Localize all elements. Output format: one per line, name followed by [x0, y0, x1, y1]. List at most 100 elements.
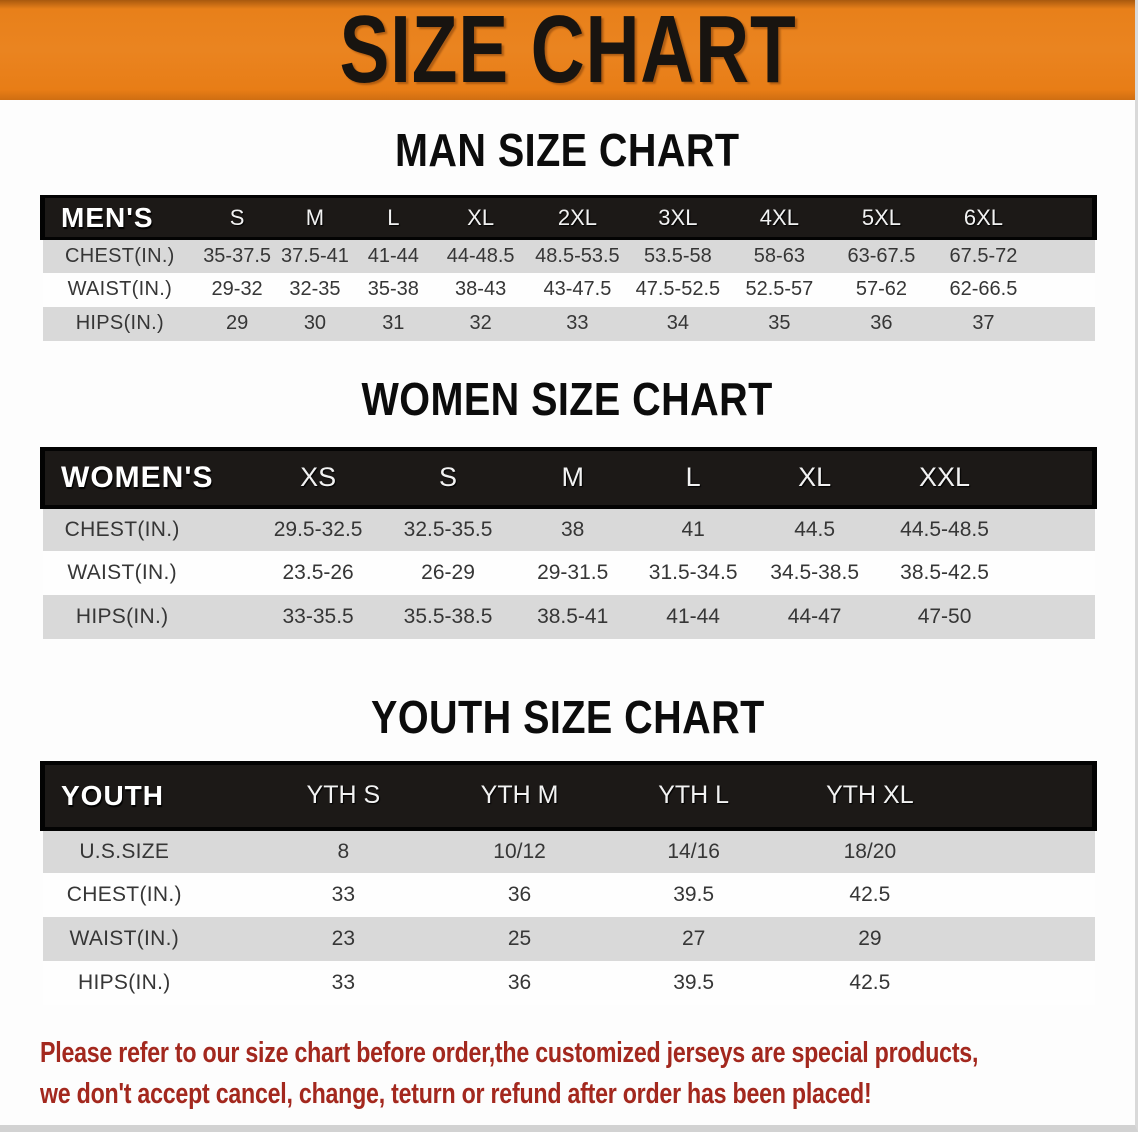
women-corner-label: WOMEN'S [39, 446, 252, 509]
spacer-cell [1034, 195, 1098, 240]
row-label: WAIST(IN.) [67, 278, 173, 300]
women-column-header: XXL [876, 446, 1013, 509]
size-value: 43-47.5 [543, 278, 612, 300]
row-label: CHEST(IN.) [66, 882, 182, 906]
size-value: 48.5-53.5 [535, 244, 620, 267]
size-value: 67.5-72 [949, 244, 1018, 267]
size-value: 36 [507, 970, 532, 994]
spacer-cell [1012, 446, 1098, 509]
size-value: 30 [303, 312, 327, 334]
women-table-header-row: WOMEN'S XS S M L XL XXL [39, 446, 1098, 509]
size-value: 39.5 [673, 970, 715, 994]
spacer-cell [961, 961, 1095, 1005]
size-value: 23 [331, 926, 356, 950]
size-value: 35 [768, 312, 791, 334]
youth-section-title-text: YOUTH SIZE CHART [370, 690, 765, 743]
row-label: HIPS(IN.) [78, 970, 171, 994]
men-column-header: S [197, 195, 278, 240]
size-value: 37 [972, 312, 995, 334]
size-value: 33 [331, 970, 356, 994]
spacer-cell [961, 829, 1095, 873]
youth-hips-row: HIPS(IN.) 33 36 39.5 42.5 [42, 960, 1095, 1005]
women-column-header: XL [752, 446, 877, 509]
spacer-cell [1034, 307, 1094, 341]
size-value: 29 [858, 926, 882, 950]
row-label: CHEST(IN.) [64, 517, 180, 541]
men-waist-row: WAIST(IN.) 29-32 32-35 35-38 38-43 43-47… [42, 272, 1095, 307]
size-value: 8 [337, 839, 350, 863]
size-value: 57-62 [855, 278, 907, 300]
youth-column-header: YTH S [256, 760, 431, 831]
size-value: 53.5-58 [643, 244, 712, 267]
size-value: 31.5-34.5 [648, 560, 738, 584]
youth-chest-row: CHEST(IN.) 33 36 39.5 42.5 [42, 872, 1095, 917]
row-label: U.S.SIZE [79, 839, 170, 863]
men-section-title: MAN SIZE CHART [0, 127, 1135, 173]
men-column-header: 6XL [932, 195, 1035, 240]
youth-corner-label: YOUTH [40, 760, 257, 831]
men-corner-label: MEN'S [40, 195, 198, 240]
youth-ussize-row: U.S.SIZE 8 10/12 14/16 18/20 [42, 828, 1095, 873]
size-value: 63-67.5 [847, 244, 916, 267]
youth-table-header-row: YOUTH YTH S YTH M YTH L YTH XL [40, 760, 1097, 831]
size-value: 35-38 [367, 278, 419, 300]
size-value: 41-44 [666, 604, 720, 628]
men-section-title-text: MAN SIZE CHART [395, 124, 740, 176]
size-value: 35.5-38.5 [403, 604, 493, 628]
spacer-cell [961, 917, 1095, 961]
men-hips-row: HIPS(IN.) 29 30 31 32 33 34 35 36 37 [42, 306, 1095, 341]
row-label: CHEST(IN.) [64, 244, 175, 267]
youth-size-table: YOUTH YTH S YTH M YTH L YTH XL U.S.SIZE … [40, 760, 1097, 1005]
banner: SIZE CHART [0, 0, 1135, 100]
size-value: 42.5 [849, 970, 891, 994]
women-column-header: S [384, 446, 512, 509]
size-value: 47-50 [917, 604, 972, 628]
size-value: 62-66.5 [949, 278, 1018, 300]
men-column-header: 5XL [830, 195, 933, 240]
size-value: 32 [469, 312, 492, 334]
men-column-header: 2XL [527, 195, 628, 240]
row-label: HIPS(IN.) [75, 604, 169, 628]
spacer-cell [1012, 595, 1094, 639]
size-value: 38-43 [455, 278, 507, 300]
size-value: 44-48.5 [446, 244, 515, 267]
size-value: 31 [382, 312, 405, 334]
banner-title: SIZE CHART [338, 0, 797, 103]
size-value: 29.5-32.5 [273, 517, 363, 541]
size-value: 38 [561, 517, 585, 541]
size-value: 36 [507, 882, 532, 906]
size-value: 41 [681, 517, 705, 541]
size-value: 42.5 [849, 882, 891, 906]
size-value: 35-37.5 [203, 244, 272, 267]
size-value: 27 [681, 926, 706, 950]
men-column-header: M [277, 195, 353, 240]
size-value: 25 [507, 926, 532, 950]
youth-column-header: YTH XL [778, 760, 961, 831]
spacer-cell [960, 760, 1097, 831]
spacer-cell [1034, 273, 1094, 307]
disclaimer-line-1: Please refer to our size chart before or… [40, 1036, 979, 1069]
row-label: HIPS(IN.) [75, 312, 164, 334]
size-value: 38.5-42.5 [900, 560, 989, 584]
men-column-header: XL [433, 195, 528, 240]
disclaimer-line-2: we don't accept cancel, change, teturn o… [40, 1077, 872, 1110]
size-value: 44.5-48.5 [900, 517, 989, 541]
size-value: 29-31.5 [537, 560, 609, 584]
size-value: 58-63 [753, 244, 805, 267]
spacer-cell [961, 873, 1095, 917]
size-value: 32-35 [289, 278, 341, 300]
youth-column-header: YTH M [430, 760, 609, 831]
size-value: 41-44 [367, 244, 419, 267]
size-value: 33-35.5 [282, 604, 354, 628]
women-size-table: WOMEN'S XS S M L XL XXL CHEST(IN.) 29.5-… [39, 446, 1098, 639]
size-value: 34.5-38.5 [770, 560, 860, 584]
youth-section-title: YOUTH SIZE CHART [0, 694, 1135, 740]
spacer-cell [1012, 551, 1094, 595]
size-value: 37.5-41 [281, 244, 349, 267]
youth-column-header: YTH L [608, 760, 779, 831]
size-value: 34 [666, 312, 689, 334]
women-chest-row: CHEST(IN.) 29.5-32.5 32.5-35.5 38 41 44.… [42, 506, 1095, 551]
size-value: 23.5-26 [282, 560, 354, 584]
size-value: 33 [331, 882, 356, 906]
